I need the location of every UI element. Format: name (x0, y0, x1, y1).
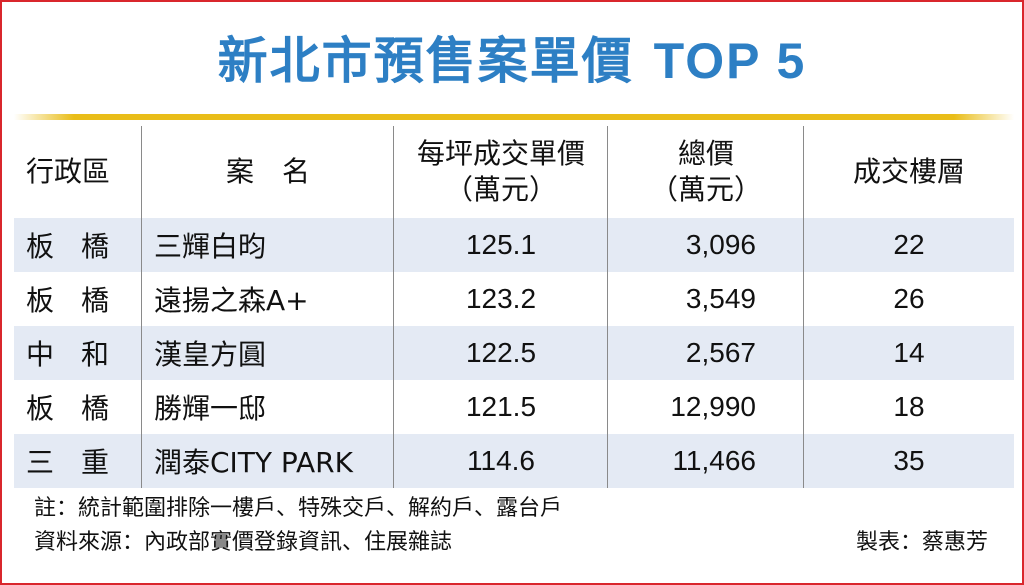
footnotes: 註：統計範圍排除一樓戶、特殊交戶、解約戶、露台戶 資料來源：內政部實價登錄資訊、… (34, 492, 562, 560)
cell-total: 3,549 (685, 283, 756, 314)
district-char-2: 橋 (80, 230, 109, 263)
cell-name: 遠揚之森A+ (154, 284, 309, 317)
district-char-1: 板 (26, 284, 55, 317)
cell-district: 中和 (14, 326, 142, 380)
cell-price: 125.1 (465, 229, 537, 260)
district-char-2: 橋 (80, 284, 109, 317)
title-text: 新北市預售案單價 (217, 32, 634, 90)
table-header-row: 行政區 案 名 每坪成交單價 （萬元） 總價 （萬元） 成交樓層 (14, 126, 1014, 218)
table-row: 板橋 遠揚之森A+ 123.2 3,549 26 (14, 272, 1014, 326)
district-char-1: 三 (26, 446, 55, 479)
cell-floor: 18 (893, 391, 925, 422)
district-char-1: 中 (26, 338, 55, 371)
infographic-title: 新北市預售案單價 TOP 5 (2, 28, 1022, 94)
table-row: 中和 漢皇方圓 122.5 2,567 14 (14, 326, 1014, 380)
source-text: 資料來源：內政部實價登錄資訊、住展雜誌 (34, 530, 453, 555)
header-price: 每坪成交單價 （萬元） (394, 126, 608, 218)
cell-floor: 35 (893, 445, 925, 476)
district-char-2: 橋 (80, 392, 109, 425)
cell-total: 2,567 (685, 337, 756, 368)
header-total-line2: （萬元） (649, 173, 762, 206)
district-char-2: 重 (80, 446, 109, 479)
cell-district: 三重 (14, 434, 142, 488)
column-divider (393, 126, 394, 488)
cell-floor: 22 (893, 229, 925, 260)
header-name: 案 名 (225, 155, 310, 188)
cell-district: 板橋 (14, 218, 142, 272)
column-divider (803, 126, 804, 488)
header-price-line2: （萬元） (444, 173, 557, 206)
title-top5: TOP 5 (653, 33, 807, 89)
cell-total: 3,096 (685, 229, 756, 260)
header-floor: 成交樓層 (852, 155, 965, 188)
district-char-1: 板 (26, 392, 55, 425)
cell-floor: 26 (893, 283, 925, 314)
cell-total: 11,466 (672, 445, 756, 476)
header-total: 總價 （萬元） (608, 126, 804, 218)
credit-text: 製表：蔡惠芳 (855, 530, 988, 555)
note-text: 註：統計範圍排除一樓戶、特殊交戶、解約戶、露台戶 (34, 496, 563, 521)
table-row: 板橋 勝輝一邸 121.5 12,990 18 (14, 380, 1014, 434)
district-char-2: 和 (80, 338, 109, 371)
cell-district: 板橋 (14, 272, 142, 326)
cell-price: 121.5 (465, 391, 537, 422)
table-row: 三重 潤泰CITY PARK 114.6 11,466 35 (14, 434, 1014, 488)
cell-name: 漢皇方圓 (154, 338, 267, 371)
cell-total: 12,990 (670, 391, 756, 422)
header-total-line1: 總價 (677, 137, 734, 170)
cell-floor: 14 (893, 337, 925, 368)
cell-name: 勝輝一邸 (154, 392, 267, 425)
column-divider (141, 126, 142, 488)
cell-name: 潤泰CITY PARK (154, 446, 353, 479)
cell-price: 122.5 (465, 337, 537, 368)
header-price-line1: 每坪成交單價 (416, 137, 585, 170)
cell-price: 123.2 (465, 283, 537, 314)
title-divider (14, 114, 1014, 120)
cell-price: 114.6 (467, 445, 535, 476)
header-district: 行政區 (26, 155, 111, 188)
cell-district: 板橋 (14, 380, 142, 434)
table-row: 板橋 三輝白昀 125.1 3,096 22 (14, 218, 1014, 272)
column-divider (607, 126, 608, 488)
district-char-1: 板 (26, 230, 55, 263)
cell-name: 三輝白昀 (154, 230, 267, 263)
